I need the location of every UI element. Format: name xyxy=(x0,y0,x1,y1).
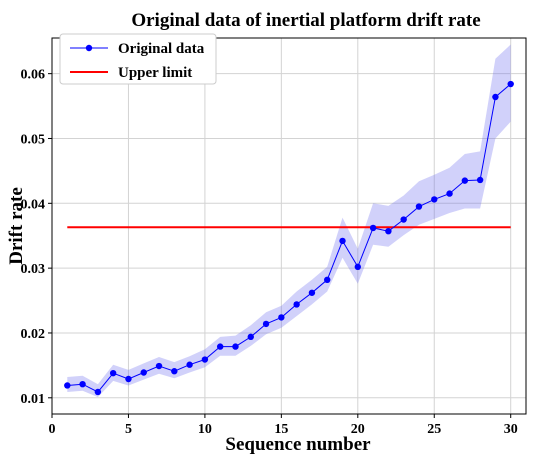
data-point xyxy=(171,368,178,375)
legend: Original data Upper limit xyxy=(59,33,217,85)
data-point xyxy=(247,333,254,341)
x-tick-label: 15 xyxy=(274,422,288,437)
data-point xyxy=(109,369,117,377)
data-point xyxy=(492,93,499,101)
data-point xyxy=(476,176,484,184)
data-point xyxy=(155,362,163,370)
data-point xyxy=(339,237,346,245)
legend-original-data-marker xyxy=(85,44,93,52)
data-point xyxy=(431,196,438,203)
data-point xyxy=(293,301,300,308)
y-tick-label: 0.06 xyxy=(21,68,46,83)
data-point xyxy=(308,289,316,296)
data-point xyxy=(94,388,102,396)
data-point xyxy=(324,276,331,284)
y-tick-label: 0.01 xyxy=(21,392,46,407)
legend-upper-limit-label: Upper limit xyxy=(118,65,192,81)
data-point xyxy=(186,361,193,368)
data-point xyxy=(201,356,209,363)
x-axis-label: Sequence number xyxy=(225,434,371,455)
data-point xyxy=(64,382,71,389)
x-tick-label: 30 xyxy=(504,422,518,437)
y-tick-label: 0.02 xyxy=(21,327,46,342)
y-tick-label: 0.03 xyxy=(21,262,46,277)
y-tick-label: 0.05 xyxy=(21,132,46,147)
x-tick-label: 20 xyxy=(351,422,365,437)
data-point xyxy=(232,343,239,350)
data-point xyxy=(461,177,469,184)
data-point xyxy=(125,375,132,383)
data-point xyxy=(278,314,285,321)
y-tick-label: 0.04 xyxy=(21,197,46,212)
data-point xyxy=(79,380,86,388)
confidence-band xyxy=(67,44,511,398)
plot-area-frame xyxy=(51,37,527,415)
original-data-line xyxy=(67,83,512,393)
data-point xyxy=(354,263,362,271)
legend-original-data-label: Original data xyxy=(118,41,205,57)
y-axis-label: Drift rate xyxy=(6,187,27,265)
x-tick-label: 10 xyxy=(198,422,212,437)
data-point xyxy=(262,320,270,328)
data-point xyxy=(446,190,453,197)
x-tick-label: 5 xyxy=(125,422,132,437)
data-point xyxy=(369,224,377,232)
data-points xyxy=(64,80,514,396)
data-point xyxy=(216,343,224,350)
x-axis-ticks: 0 5 10 15 20 25 30 xyxy=(49,414,518,437)
x-tick-label: 0 xyxy=(49,422,56,437)
data-point xyxy=(385,227,392,235)
data-point xyxy=(400,216,407,223)
grid xyxy=(51,38,526,414)
x-tick-label: 25 xyxy=(427,422,441,437)
chart-title: Original data of inertial platform drift… xyxy=(131,10,480,31)
data-point xyxy=(507,80,514,88)
data-point xyxy=(140,369,147,376)
y-axis-ticks: 0.01 0.02 0.03 0.04 0.05 0.06 xyxy=(21,68,52,407)
data-point xyxy=(415,203,423,210)
